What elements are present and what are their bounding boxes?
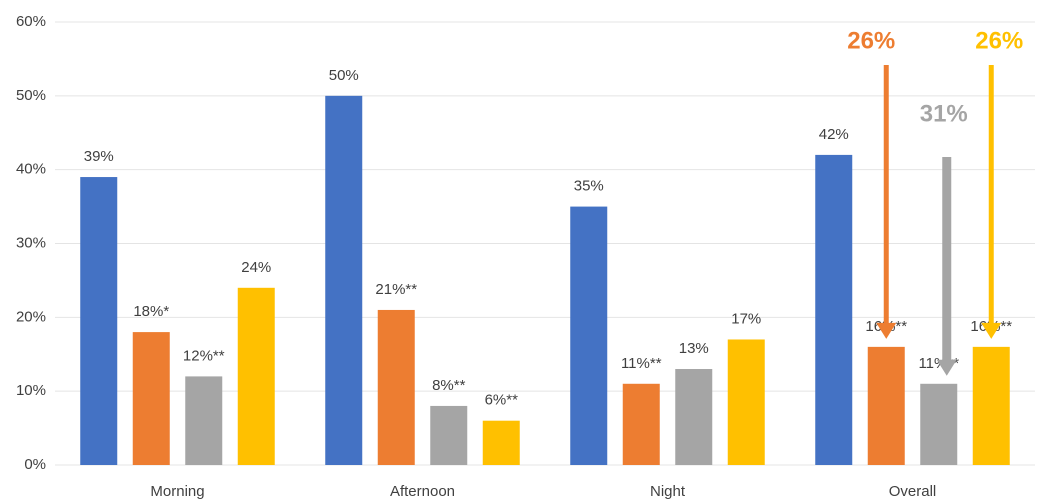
data-label: 11%** <box>621 355 662 372</box>
annotation: 26% <box>975 27 1023 54</box>
bar <box>132 332 170 465</box>
x-tick-label: Afternoon <box>390 483 455 500</box>
bar <box>920 383 958 465</box>
bar <box>727 339 765 465</box>
bar <box>972 346 1010 465</box>
annotation: 31% <box>920 100 968 127</box>
bar <box>325 95 363 465</box>
annotation-arrowhead <box>936 359 957 376</box>
bar <box>482 420 520 465</box>
y-tick-label: 60% <box>16 13 46 30</box>
bar <box>867 346 905 465</box>
bar <box>622 383 660 465</box>
bar <box>377 309 415 465</box>
data-label: 39% <box>84 148 114 165</box>
data-label: 35% <box>574 178 604 195</box>
bar <box>80 177 118 466</box>
y-tick-label: 10% <box>16 382 46 399</box>
bar <box>570 206 608 466</box>
data-label: 24% <box>241 259 271 276</box>
bar <box>675 369 713 465</box>
x-tick-label: Overall <box>889 483 937 500</box>
data-label: 50% <box>329 67 359 84</box>
data-label: 8%** <box>432 377 466 394</box>
y-tick-label: 40% <box>16 161 46 178</box>
annotation: 26% <box>847 27 895 54</box>
annotation-arrowhead <box>876 322 897 339</box>
data-label: 21%** <box>375 281 417 298</box>
data-label: 12%** <box>183 347 225 364</box>
y-tick-label: 50% <box>16 87 46 104</box>
bar <box>237 287 275 465</box>
data-label: 13% <box>679 340 709 357</box>
bar <box>430 405 468 465</box>
data-label: 17% <box>731 310 761 327</box>
data-label: 18%* <box>133 303 169 320</box>
x-tick-label: Night <box>650 483 686 500</box>
data-label: 6%** <box>485 392 519 409</box>
bar <box>815 154 853 465</box>
data-label: 42% <box>819 126 849 143</box>
annotation-arrowhead <box>981 322 1002 339</box>
bar <box>185 376 223 465</box>
y-tick-label: 20% <box>16 308 46 325</box>
y-tick-label: 30% <box>16 234 46 251</box>
y-tick-label: 0% <box>24 456 46 473</box>
x-tick-label: Morning <box>150 483 204 500</box>
